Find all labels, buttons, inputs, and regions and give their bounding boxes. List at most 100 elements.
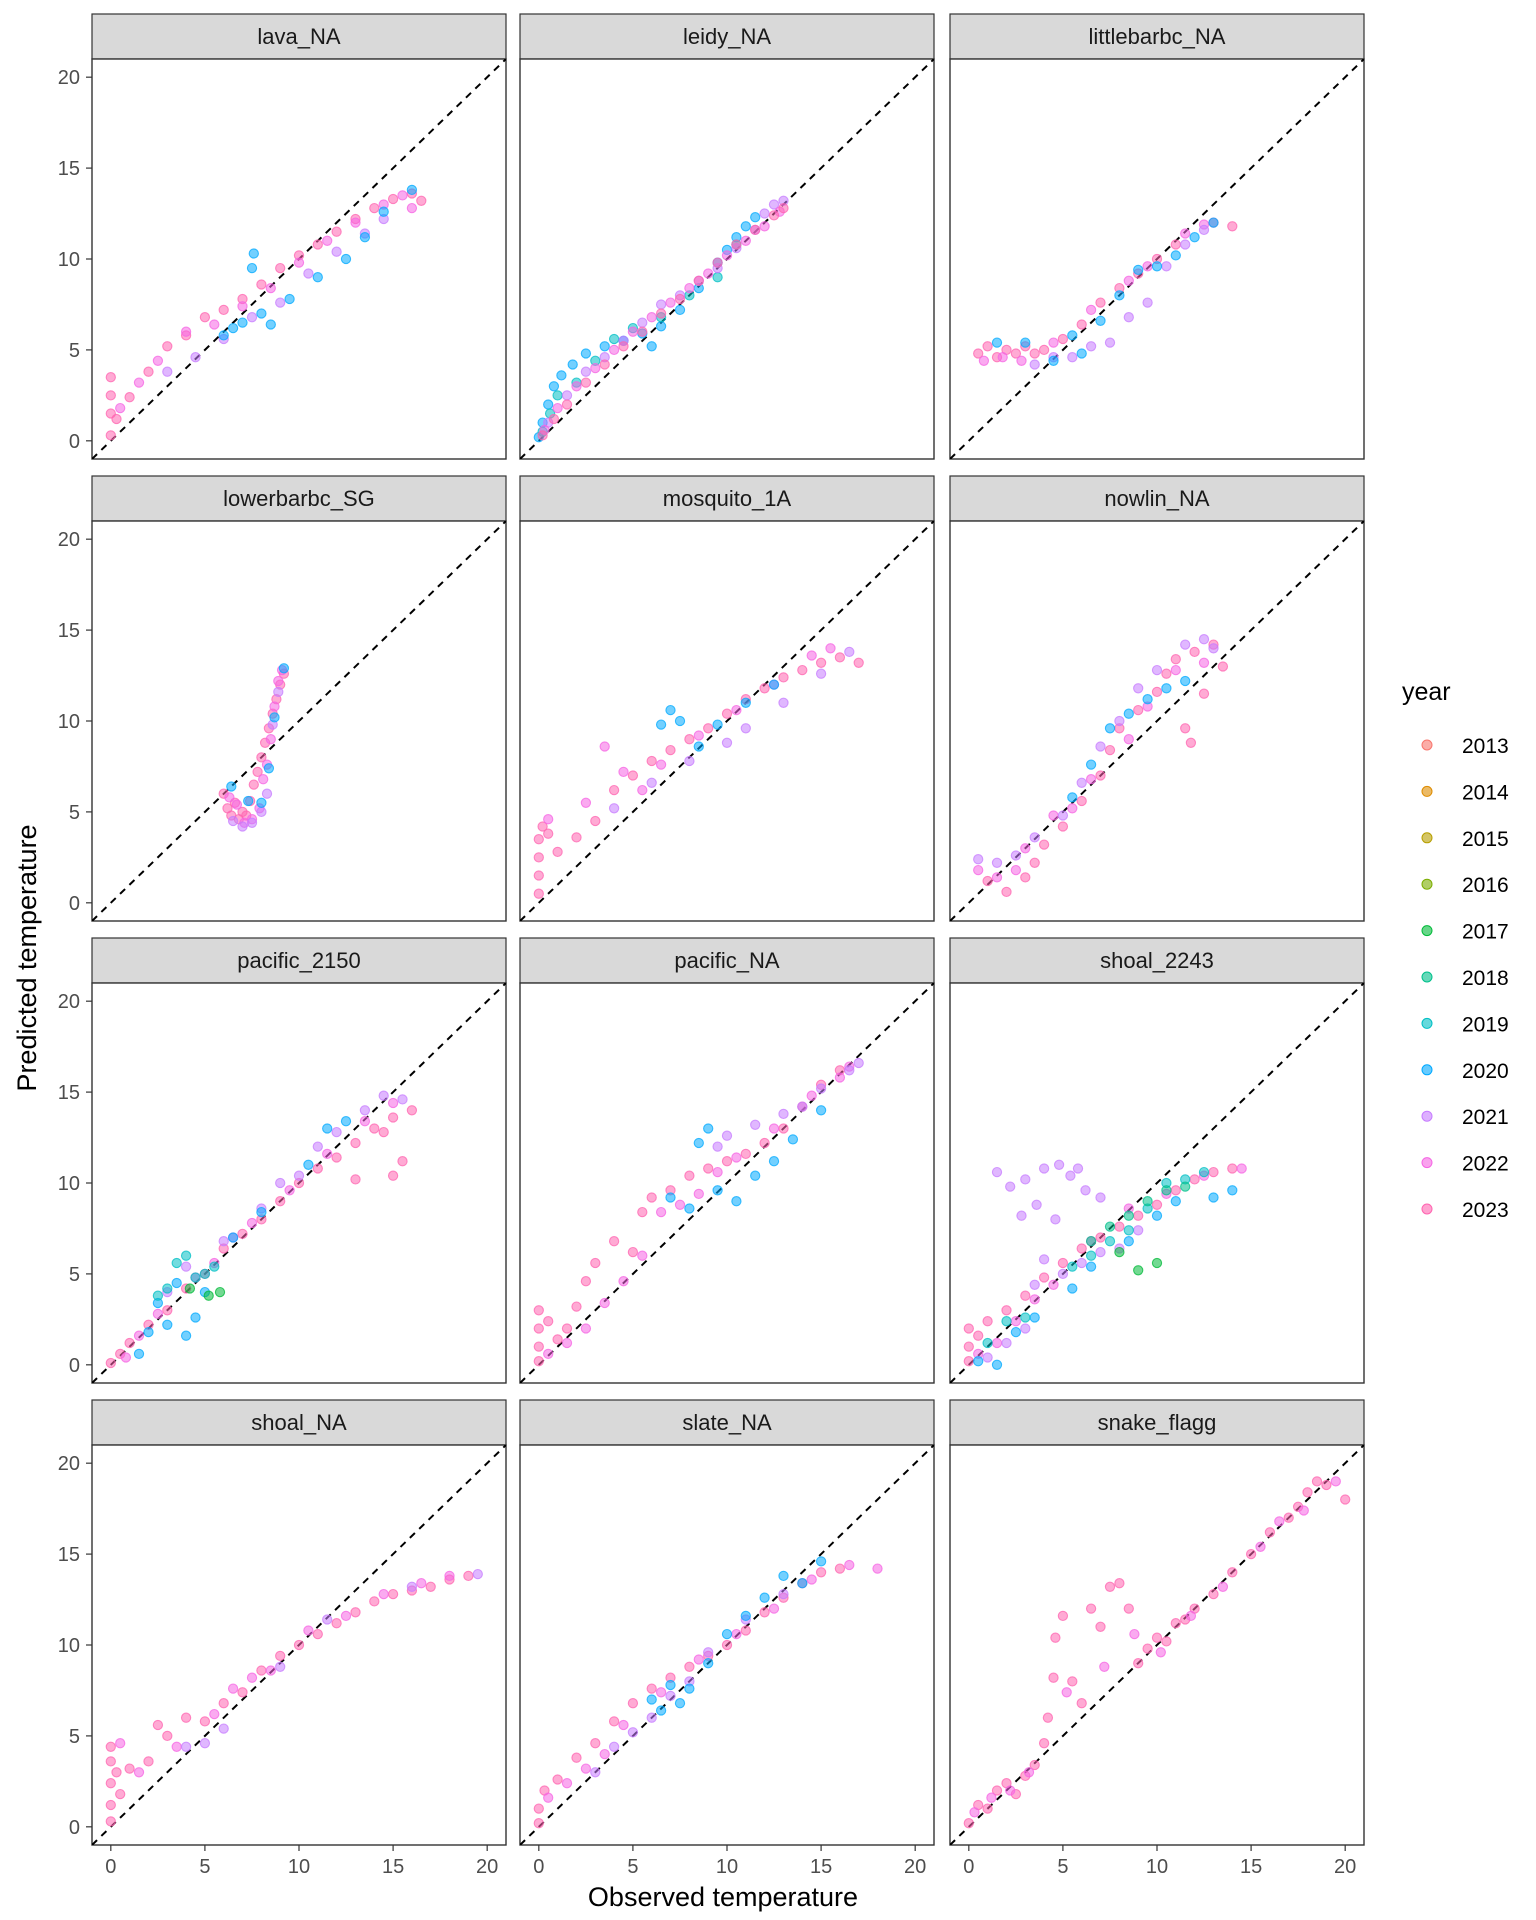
data-point-2021 [1038,1163,1050,1174]
facet-strip-label: leidy_NA [683,24,771,49]
data-point-2021 [991,857,1003,868]
data-point-2020 [815,1105,827,1116]
data-point-2020 [548,381,560,392]
data-point-2021 [590,1767,601,1778]
data-point-2023 [853,657,864,668]
panels-layer: lava_NA 0 5 10 15 20 leidy_NA littlebarbc_NAlow… [58,13,1365,1878]
data-point-2021 [1031,1199,1042,1210]
data-point-2020 [712,719,723,730]
data-point-2020 [684,1683,695,1694]
data-point-2020 [1170,250,1181,261]
data-point-2017 [214,1286,226,1298]
data-point-2017 [1133,1265,1144,1276]
legend-label: 2013 [1462,735,1509,758]
y-tick-label: 15 [58,1082,80,1104]
data-point-2023 [387,1112,399,1123]
data-point-2023 [1133,1658,1144,1669]
data-point-2020 [973,1356,984,1367]
data-point-2022 [1048,810,1059,821]
data-point-2022 [115,1738,126,1749]
data-point-2022 [721,250,733,261]
legend-label: 2018 [1462,967,1509,990]
data-point-2023 [1133,1210,1144,1221]
data-point-2022 [265,1665,276,1676]
data-point-2023 [312,1628,323,1640]
data-point-2021 [768,199,780,210]
data-point-2023 [740,1148,751,1160]
data-point-2020 [674,304,686,316]
data-point-2020 [246,262,258,274]
x-tick-label: 20 [1334,1856,1356,1878]
data-point-2023 [1161,1636,1172,1647]
data-point-2022 [693,1654,704,1665]
data-point-2021 [627,1727,639,1738]
data-point-2021 [246,312,258,323]
data-point-2020 [655,1705,667,1716]
y-tick-label: 10 [58,711,80,733]
data-point-2023 [731,239,742,250]
plot-contents [92,521,506,921]
data-point-2022 [1061,1687,1072,1698]
data-point-2023 [712,257,723,268]
data-point-2023 [1057,1610,1069,1622]
data-point-2022 [543,814,554,825]
data-point-2021 [655,299,667,310]
data-point-2022 [768,1123,780,1134]
legend-title: year [1402,678,1451,706]
data-point-2021 [293,1170,305,1181]
data-point-2023 [982,875,993,887]
data-point-2021 [712,1141,723,1152]
data-point-2023 [1076,795,1087,807]
data-point-2022 [703,268,714,279]
data-point-2020 [190,1312,201,1323]
data-point-2021 [844,1065,855,1076]
y-tick-label: 0 [69,1817,80,1839]
data-point-2022 [227,1683,239,1694]
data-point-2020 [759,1592,770,1603]
data-point-2023 [248,779,259,790]
data-point-2020 [787,1134,799,1145]
facet-panel-slate_NA: slate_NA 0 5 10 15 20 [519,1399,935,1878]
x-tick-label: 10 [1146,1856,1168,1878]
facet-strip [519,1399,935,1446]
data-point-2023 [590,815,601,827]
facet-strip [91,13,507,60]
data-point-2023 [425,1581,436,1592]
data-point-2022 [1170,664,1181,676]
data-point-2022 [740,235,751,246]
data-point-2023 [1142,1643,1153,1654]
reference-line-y-equals-x [520,521,934,921]
data-point-2023 [387,193,399,205]
data-point-2020 [599,341,610,352]
data-point-2023 [1170,239,1181,250]
data-point-2023 [982,1803,993,1814]
data-point-2023 [180,1712,192,1723]
data-point-2023 [533,1803,544,1814]
data-point-2021 [397,1094,408,1105]
data-point-2022 [693,730,704,741]
data-point-2021 [331,246,342,257]
data-point-2023 [982,341,993,352]
data-point-2020 [580,348,592,359]
data-point-2023 [637,326,648,337]
data-point-2020 [991,1359,1003,1370]
y-tick-label: 15 [58,620,80,642]
facet-strip-label: shoal_NA [251,1410,347,1435]
data-point-2021 [1038,1254,1050,1265]
data-point-2023 [834,1563,846,1574]
data-point-2021 [1029,1279,1040,1290]
data-point-2021 [1151,664,1163,676]
data-point-2021 [256,806,267,818]
data-point-2023 [552,1334,563,1345]
data-point-2021 [721,737,733,748]
data-point-2023 [124,1763,135,1774]
data-point-2023 [1264,1527,1276,1538]
data-point-2023 [533,888,544,899]
y-tick-label: 0 [69,893,80,915]
data-point-2022 [872,1563,883,1574]
data-point-2023 [590,1738,601,1749]
facet-panel-leidy_NA: leidy_NA [519,13,935,460]
data-point-2020 [1085,1261,1097,1272]
data-point-2022 [684,282,695,294]
data-point-2023 [768,210,780,221]
